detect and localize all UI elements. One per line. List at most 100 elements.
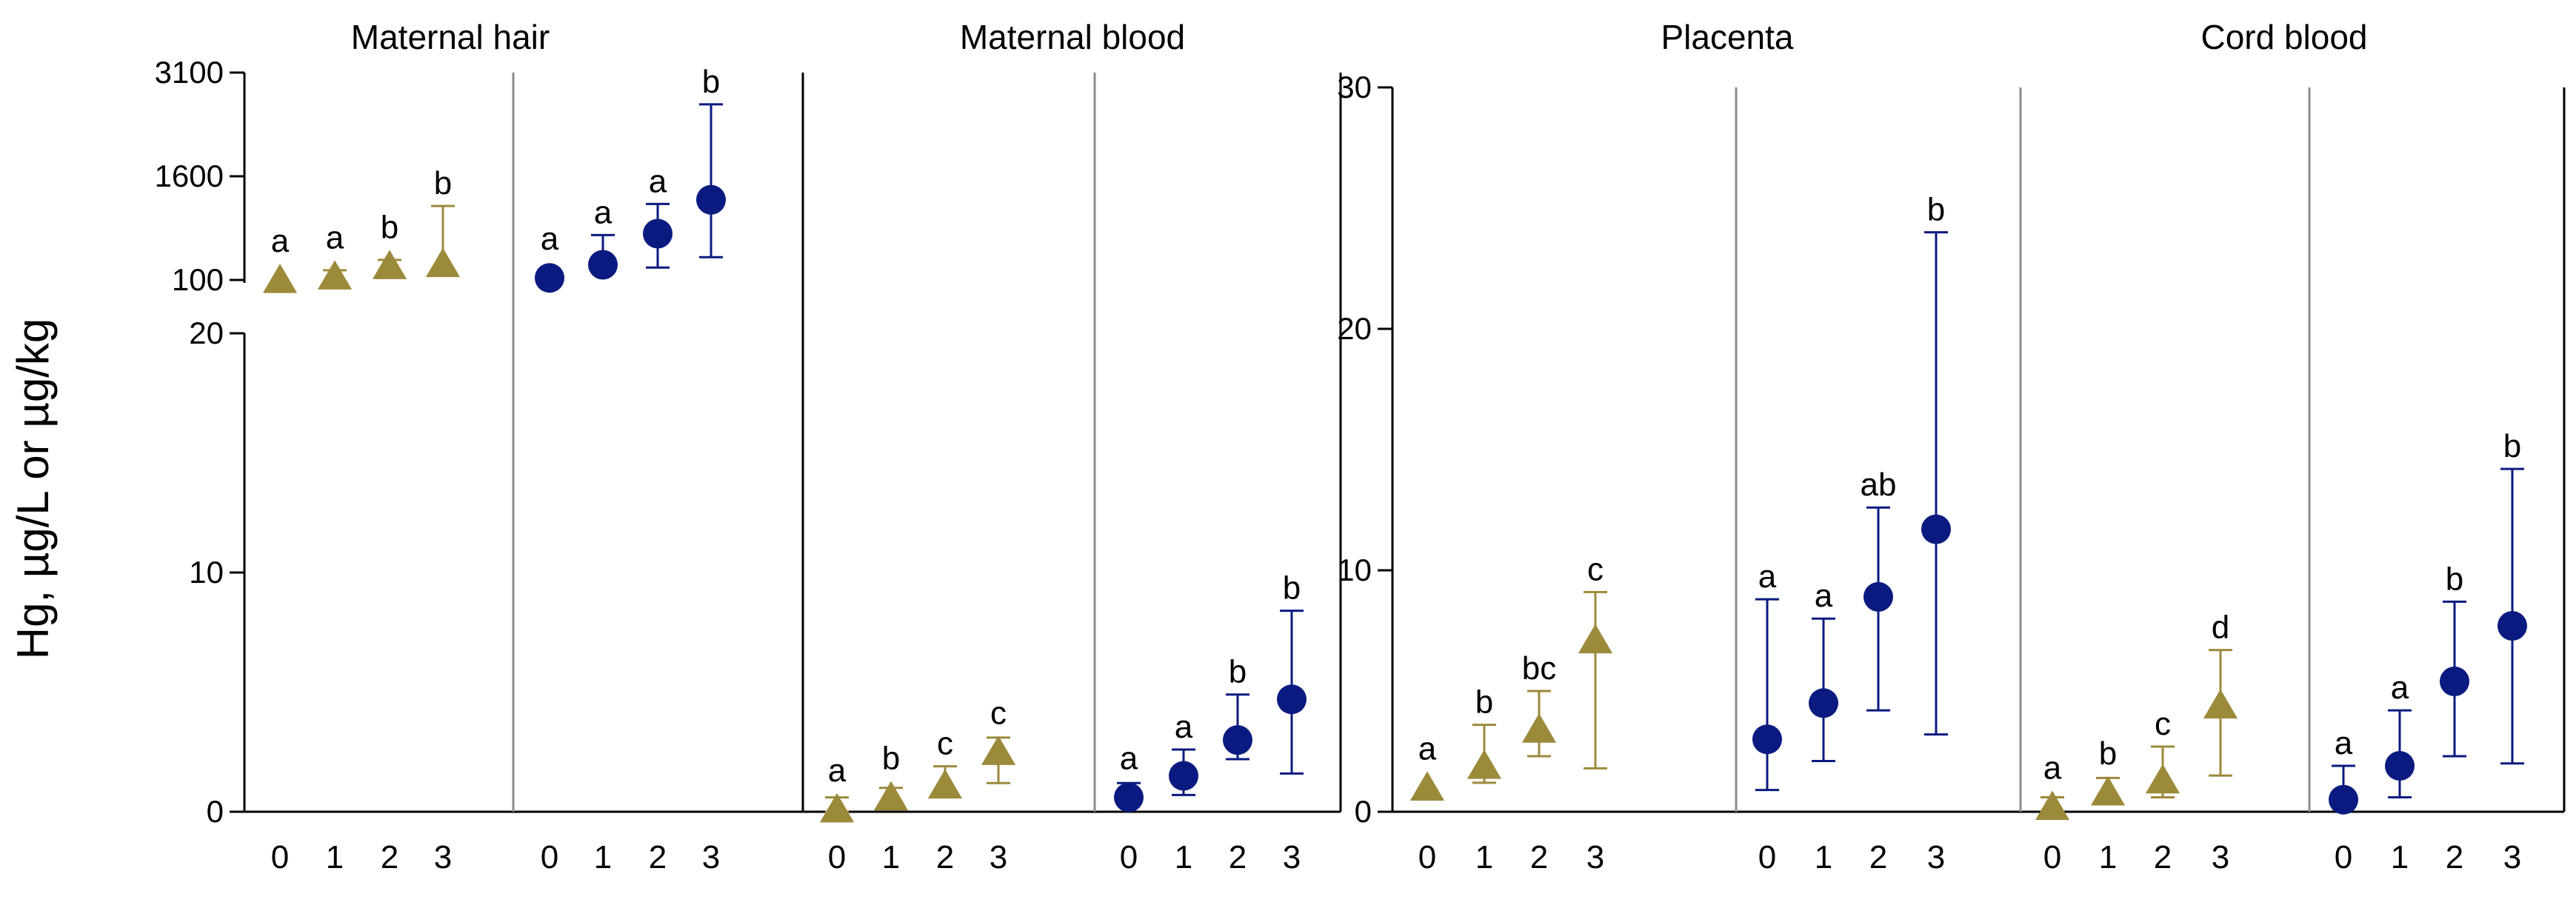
category-label: 1 — [1475, 839, 1493, 875]
data-point-circle — [1863, 581, 1893, 612]
data-point-triangle — [1578, 624, 1613, 654]
right-tick-label: 20 — [1337, 311, 1372, 346]
data-point-circle — [1921, 514, 1951, 544]
category-label: 1 — [2391, 839, 2409, 875]
data-point-triangle — [819, 792, 855, 823]
left-tick-label: 1600 — [155, 158, 224, 193]
significance-label: bc — [1522, 650, 1556, 687]
left-tick-label: 0 — [207, 794, 224, 829]
significance-label: b — [1229, 654, 1247, 690]
category-label: 2 — [381, 839, 398, 875]
significance-label: a — [271, 223, 290, 259]
category-label: 2 — [649, 839, 667, 875]
data-point-circle — [1809, 688, 1838, 718]
data-point-circle — [1114, 782, 1144, 812]
y-axis-label: Hg, µg/L or µg/kg — [8, 318, 58, 659]
category-label: 0 — [541, 839, 558, 875]
category-label: 1 — [1815, 839, 1832, 875]
panel-title: Maternal blood — [960, 18, 1185, 56]
significance-label: a — [1175, 709, 1193, 745]
category-label: 1 — [882, 839, 900, 875]
category-label: 3 — [1586, 839, 1604, 875]
category-label: 0 — [2043, 839, 2061, 875]
significance-label: a — [649, 163, 667, 199]
data-point-triangle — [317, 260, 353, 290]
significance-label: c — [990, 695, 1007, 731]
data-point-circle — [696, 184, 726, 215]
significance-label: b — [2446, 561, 2463, 597]
category-label: 2 — [1229, 839, 1247, 875]
left-tick-label: 100 — [172, 262, 224, 297]
data-point-triangle — [2035, 790, 2070, 821]
significance-label: c — [937, 726, 953, 762]
significance-label: b — [882, 741, 900, 777]
category-label: 2 — [2446, 839, 2463, 875]
data-point-triangle — [372, 250, 407, 279]
data-point-triangle — [2145, 764, 2180, 794]
category-label: 0 — [1120, 839, 1138, 875]
data-point-circle — [2329, 784, 2358, 815]
left-tick-label: 3100 — [155, 55, 224, 90]
panel-title: Maternal hair — [351, 18, 550, 56]
category-label: 2 — [2154, 839, 2172, 875]
category-label: 0 — [271, 839, 289, 875]
right-tick-label: 0 — [1355, 794, 1372, 829]
category-label: 3 — [2503, 839, 2521, 875]
category-label: 3 — [1283, 839, 1301, 875]
category-label: 0 — [2335, 839, 2352, 875]
data-point-triangle — [262, 264, 298, 293]
significance-label: d — [2212, 610, 2229, 646]
significance-label: c — [2155, 706, 2171, 742]
category-label: 1 — [1175, 839, 1192, 875]
category-label: 0 — [1418, 839, 1436, 875]
data-point-circle — [2497, 610, 2527, 641]
data-point-circle — [1169, 761, 1198, 791]
data-point-circle — [1277, 684, 1307, 715]
significance-label: ab — [1861, 467, 1897, 503]
data-point-triangle — [425, 247, 461, 278]
significance-label: a — [594, 194, 613, 230]
significance-label: a — [2335, 725, 2353, 761]
significance-label: a — [828, 753, 847, 789]
significance-label: b — [2503, 428, 2521, 464]
right-tick-label: 30 — [1337, 70, 1372, 104]
category-label: 1 — [326, 839, 344, 875]
data-point-triangle — [981, 735, 1016, 765]
significance-label: b — [381, 209, 398, 245]
data-point-circle — [1752, 724, 1782, 755]
data-point-circle — [535, 263, 564, 293]
significance-label: b — [2099, 735, 2117, 772]
significance-label: a — [1418, 730, 1437, 767]
category-label: 3 — [434, 839, 452, 875]
category-label: 1 — [594, 839, 612, 875]
data-point-circle — [2440, 666, 2469, 696]
significance-label: a — [1815, 578, 1833, 614]
significance-label: a — [541, 221, 559, 257]
data-point-circle — [588, 250, 618, 280]
category-label: 1 — [2099, 839, 2117, 875]
data-point-triangle — [1466, 750, 1502, 779]
significance-label: a — [326, 219, 344, 256]
category-label: 3 — [2212, 839, 2229, 875]
significance-label: a — [1120, 741, 1138, 777]
category-label: 3 — [1927, 839, 1945, 875]
panel-title: Placenta — [1661, 18, 1793, 56]
data-point-circle — [1223, 725, 1252, 755]
data-point-triangle — [927, 769, 963, 799]
significance-label: b — [1927, 192, 1945, 228]
left-tick-label: 20 — [189, 316, 224, 350]
category-label: 0 — [828, 839, 846, 875]
category-label: 3 — [990, 839, 1007, 875]
panel-title: Cord blood — [2200, 18, 2367, 56]
significance-label: c — [1587, 551, 1604, 587]
left-tick-label: 10 — [189, 555, 224, 590]
significance-label: a — [2043, 750, 2062, 786]
category-label: 3 — [702, 839, 720, 875]
significance-label: b — [1475, 684, 1493, 721]
data-point-circle — [643, 218, 673, 249]
category-label: 2 — [936, 839, 954, 875]
significance-label: b — [702, 64, 720, 100]
data-point-circle — [2385, 751, 2415, 781]
data-point-triangle — [1409, 771, 1445, 801]
